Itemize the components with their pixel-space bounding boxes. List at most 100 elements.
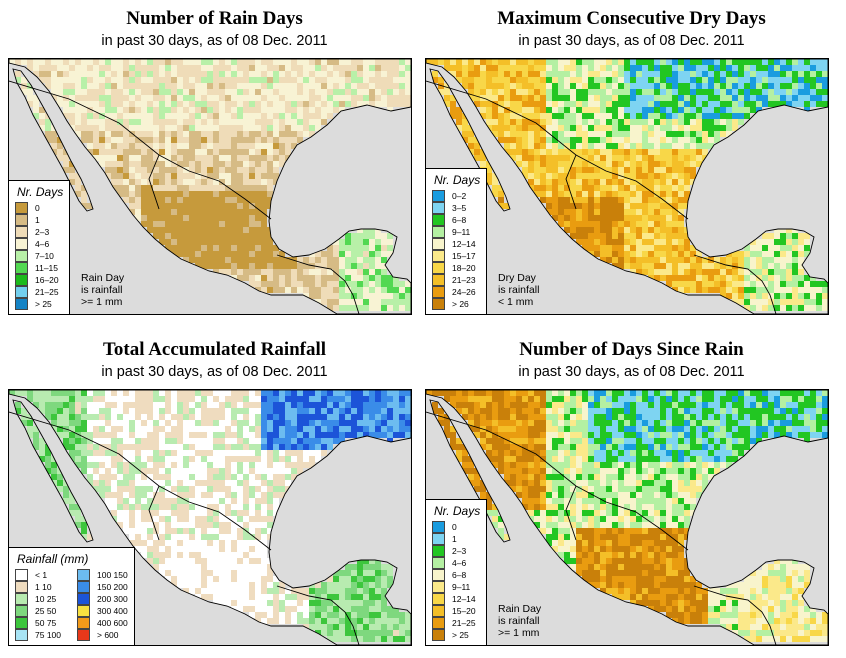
legend-label: 21–23 [452, 275, 476, 285]
coastline [9, 390, 411, 645]
map-legend: Nr. Days 0 1 2–3 4–6 7–10 11–15 16–20 21–25 > 25 [9, 180, 71, 314]
legend-swatch [15, 226, 28, 238]
legend-swatch [432, 533, 445, 545]
legend-swatch [15, 629, 28, 641]
legend-label: 100 150 [97, 570, 128, 580]
legend-swatch [15, 250, 28, 262]
legend-entry: 11–15 [15, 262, 63, 274]
coastline [429, 399, 511, 543]
legend-swatch [432, 581, 445, 593]
map-note: Rain Day is rainfall >= 1 mm [498, 603, 541, 639]
panel-subtitle: in past 30 days, as of 08 Dec. 2011 [101, 33, 328, 49]
panel-subtitle: in past 30 days, as of 08 Dec. 2011 [101, 364, 328, 380]
note-line: is rainfall [498, 615, 540, 627]
legend-label: 1 10 [35, 582, 52, 592]
legend-swatch [15, 298, 28, 310]
legend-entry: 2–3 [15, 226, 63, 238]
country-border [693, 585, 777, 645]
coastline [9, 59, 411, 314]
legend-label: 15–20 [452, 606, 476, 616]
legend-entry: 50 75 [15, 617, 61, 629]
legend-label: 1 [35, 215, 40, 225]
legend-entry: 6–8 [432, 214, 480, 226]
legend-label: 24–26 [452, 287, 476, 297]
legend-swatch [15, 202, 28, 214]
map-legend: Nr. Days 0–2 3–5 6–8 9–11 12–14 15–17 18–20 21–2… [426, 168, 488, 314]
legend-swatch [15, 238, 28, 250]
legend-entry: < 1 [15, 569, 61, 581]
legend-swatch [432, 202, 445, 214]
legend-label: < 1 [35, 570, 48, 580]
legend-entry: 400 600 [77, 617, 128, 629]
legend-swatch [432, 298, 445, 310]
legend-entry: 24–26 [432, 286, 480, 298]
legend-label: 6–8 [452, 570, 467, 580]
legend-label: 150 200 [97, 582, 128, 592]
legend-label: 25 50 [35, 606, 57, 616]
legend-label: 9–11 [452, 582, 471, 592]
coastline [426, 59, 828, 314]
map-total-rainfall: Rainfall (mm) < 1 1 10 10 25 25 50 50 75 75 10… [8, 389, 412, 646]
map-note: Dry Day is rainfall < 1 mm [498, 272, 539, 308]
legend-label: 9–11 [452, 227, 471, 237]
legend-swatch [77, 605, 90, 617]
legend-entry: 21–23 [432, 274, 480, 286]
legend-label: 1 [452, 534, 457, 544]
legend-swatch [432, 214, 445, 226]
map-cells [9, 59, 411, 314]
legend-entry: 1 [432, 533, 480, 545]
legend-label: 2–3 [452, 546, 467, 556]
legend-label: 18–20 [452, 263, 476, 273]
legend-label: 300 400 [97, 606, 128, 616]
legend-label: 12–14 [452, 594, 476, 604]
panel-subtitle: in past 30 days, as of 08 Dec. 2011 [518, 364, 745, 380]
coastline [426, 390, 828, 645]
legend-swatch [77, 617, 90, 629]
legend-entry: 0 [432, 521, 480, 533]
legend-entry: 18–20 [432, 262, 480, 274]
legend-swatch [432, 521, 445, 533]
map-cells [426, 390, 828, 645]
legend-entry: 12–14 [432, 238, 480, 250]
country-border [9, 80, 272, 220]
legend-entry: 300 400 [77, 605, 128, 617]
note-line: Dry Day [498, 272, 536, 284]
legend-swatch [15, 569, 28, 581]
panel-title: Number of Days Since Rain [519, 339, 744, 360]
map-legend: Nr. Days 0 1 2–3 4–6 6–8 9–11 12–14 15–20 21–25 > … [426, 499, 488, 645]
legend-swatch [15, 274, 28, 286]
legend-entry: > 25 [432, 629, 480, 641]
legend-swatch [15, 605, 28, 617]
note-line: >= 1 mm [81, 296, 123, 308]
legend-swatch [432, 226, 445, 238]
legend-swatch [432, 274, 445, 286]
legend-label: 4–6 [452, 558, 467, 568]
country-border [9, 411, 272, 551]
legend-swatch [432, 238, 445, 250]
legend-entry: 15–17 [432, 250, 480, 262]
panel-total-rainfall: Total Accumulated Rainfall in past 30 da… [8, 331, 421, 649]
legend-entry: 10 25 [15, 593, 61, 605]
legend-swatch [432, 250, 445, 262]
legend-label: 11–15 [35, 263, 59, 273]
legend-entry: 3–5 [432, 202, 480, 214]
panel-days-since-rain: Number of Days Since Rain in past 30 day… [425, 331, 838, 649]
legend-label: > 600 [97, 630, 119, 640]
legend-swatch [432, 569, 445, 581]
legend-entry: 21–25 [15, 286, 63, 298]
panel-subtitle: in past 30 days, as of 08 Dec. 2011 [518, 33, 745, 49]
legend-label: 50 75 [35, 618, 57, 628]
legend-label: 2–3 [35, 227, 50, 237]
legend-label: 12–14 [452, 239, 476, 249]
country-border [148, 485, 160, 541]
legend-label: 200 300 [97, 594, 128, 604]
legend-swatch [15, 593, 28, 605]
legend-entry: 15–20 [432, 605, 480, 617]
legend-label: 400 600 [97, 618, 128, 628]
legend-entry: 0 [15, 202, 63, 214]
legend-label: > 25 [35, 299, 52, 309]
coastline [12, 68, 94, 212]
map-rain-days: Nr. Days 0 1 2–3 4–6 7–10 11–15 16–20 21–25 > 25 R… [8, 58, 412, 315]
legend-swatch [432, 190, 445, 202]
legend-swatch [77, 569, 90, 581]
